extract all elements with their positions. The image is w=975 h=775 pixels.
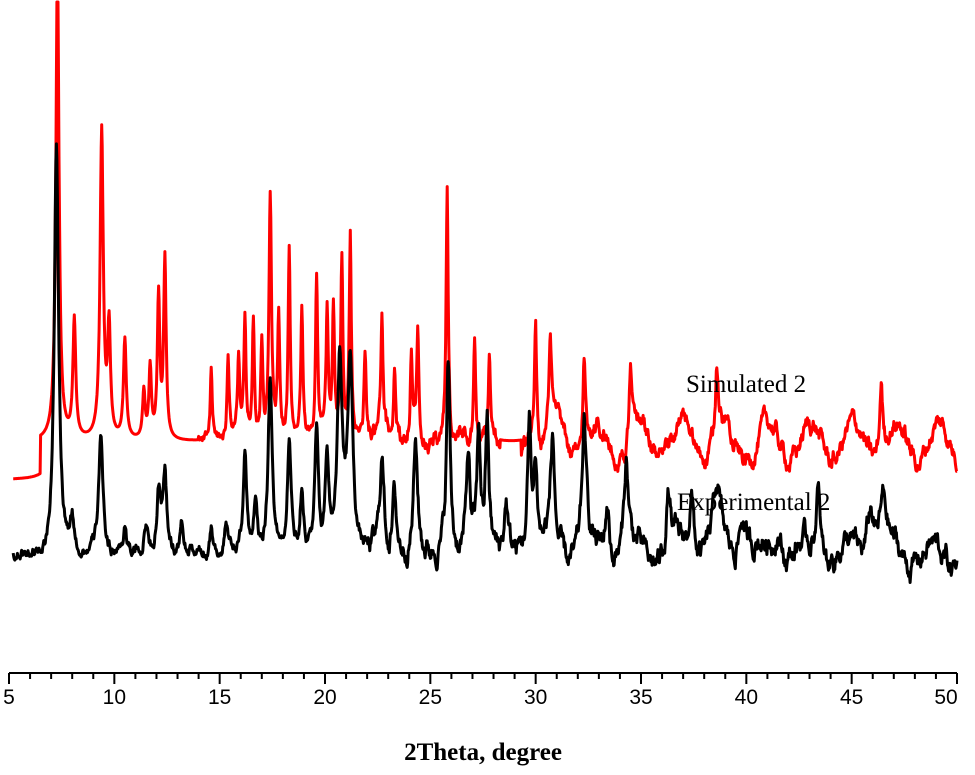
x-tick-label: 15 — [208, 686, 231, 709]
x-tick-label: 20 — [313, 686, 336, 709]
x-axis: 5 10 15 20 25 30 35 40 45 50 — [3, 672, 958, 709]
x-tick-label: 10 — [103, 686, 126, 709]
series-label-simulated: Simulated 2 — [686, 371, 806, 398]
series-layer — [11, 0, 959, 584]
x-tick-label: 45 — [840, 686, 863, 709]
series-line-experimental — [11, 142, 959, 584]
series-labels: Simulated 2 Experimental 2 — [677, 371, 830, 516]
series-line-simulated — [12, 0, 958, 481]
x-tick-label: 25 — [419, 686, 442, 709]
x-tick-label: 30 — [524, 686, 547, 709]
x-tick-label: 5 — [3, 686, 15, 709]
x-tick-label: 50 — [934, 686, 957, 709]
x-axis-title: 2Theta, degree — [404, 739, 562, 766]
x-tick-label: 35 — [629, 686, 652, 709]
x-tick-label: 40 — [735, 686, 758, 709]
series-label-experimental: Experimental 2 — [677, 489, 830, 516]
